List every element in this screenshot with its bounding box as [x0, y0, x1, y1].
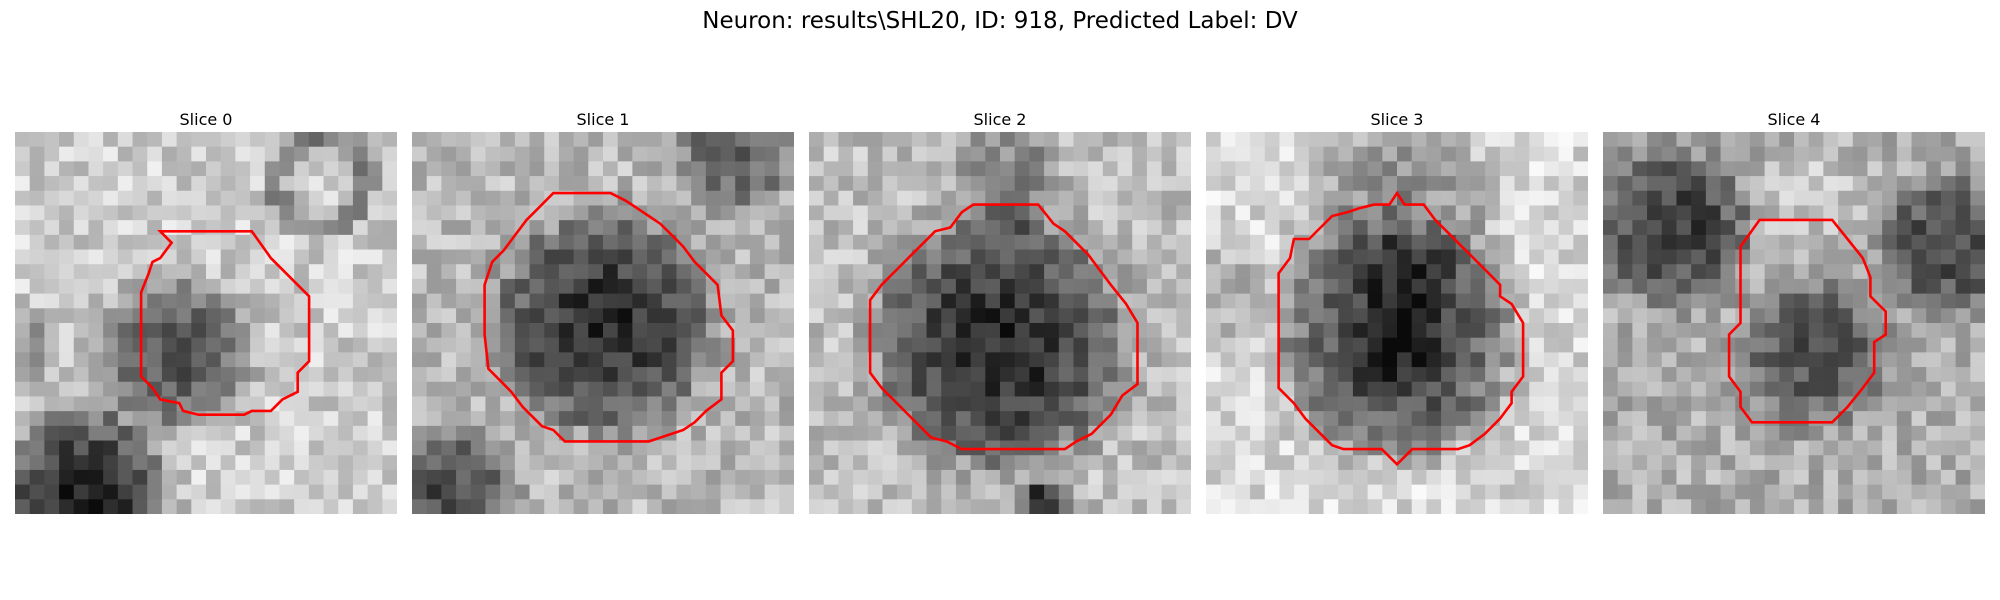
micrograph-pixels	[809, 132, 1191, 514]
neuron-contour	[139, 230, 311, 417]
slice-image	[809, 132, 1191, 514]
neuron-contour	[1727, 218, 1888, 424]
slice-panel: Slice 3	[1206, 108, 1588, 514]
neuron-contour	[1277, 190, 1525, 467]
slice-image	[1206, 132, 1588, 514]
micrograph-pixels	[412, 132, 794, 514]
micrograph-pixels	[1206, 132, 1588, 514]
figure-title: Neuron: results\SHL20, ID: 918, Predicte…	[702, 8, 1298, 34]
slice-image	[15, 132, 397, 514]
slice-image	[1603, 132, 1985, 514]
slice-panel: Slice 2	[809, 108, 1191, 514]
slice-panel: Slice 4	[1603, 108, 1985, 514]
slice-image	[412, 132, 794, 514]
slice-title: Slice 2	[973, 110, 1027, 129]
slice-title: Slice 4	[1767, 110, 1821, 129]
micrograph-pixels	[1603, 132, 1985, 514]
slice-panel: Slice 1	[412, 108, 794, 514]
neuron-contour	[483, 191, 735, 443]
micrograph-pixels	[15, 132, 397, 514]
neuron-contour	[868, 203, 1139, 451]
slice-title: Slice 0	[179, 110, 233, 129]
slice-title: Slice 1	[576, 110, 630, 129]
slice-title: Slice 3	[1370, 110, 1424, 129]
slice-panel: Slice 0	[15, 108, 397, 514]
